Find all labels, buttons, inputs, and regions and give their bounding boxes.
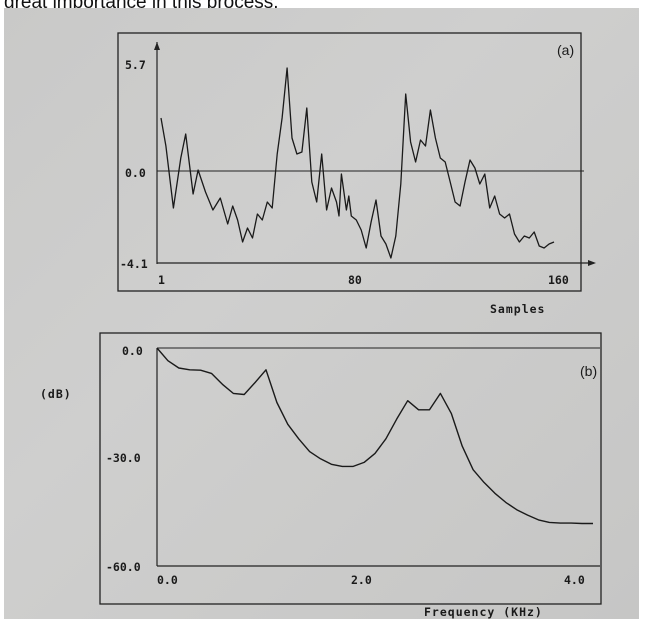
chart-b-ytick-mid: -30.0	[106, 451, 141, 465]
chart-a-y-arrow	[154, 42, 160, 50]
chart-a-xtick-mid: 80	[348, 273, 362, 287]
chart-b-series-line	[156, 347, 593, 525]
chart-b-ylabel: (dB)	[40, 387, 72, 401]
chart-a-ytick-top: 5.7	[125, 58, 146, 72]
chart-a-xlabel: Samples	[490, 302, 545, 316]
chart-a-ytick-bottom: -4.1	[120, 257, 148, 271]
chart-b-frame	[99, 332, 602, 605]
chart-a-frame	[117, 32, 582, 292]
chart-a-ytick-zero: 0.0	[125, 166, 146, 180]
chart-a-panel-label: (a)	[557, 42, 574, 58]
chart-b-xlabel: Frequency (KHz)	[424, 605, 543, 619]
chart-b-ytick-top: 0.0	[122, 344, 143, 358]
chart-a-series-line	[160, 67, 555, 259]
chart-b-ytick-bottom: -60.0	[106, 560, 141, 574]
chart-a-xtick-start: 1	[158, 273, 165, 287]
chart-b-xtick-mid: 2.0	[351, 573, 372, 587]
chart-b-xtick-end: 4.0	[564, 573, 585, 587]
chart-a: 5.7 0.0 -4.1 1 80 160 Samples (a)	[117, 32, 596, 316]
chart-b: 0.0 -30.0 -60.0 0.0 2.0 4.0 (dB) Frequen…	[40, 332, 602, 619]
chart-b-xtick-start: 0.0	[157, 573, 178, 587]
chart-b-panel-label: (b)	[580, 363, 597, 379]
chart-a-x-arrow	[588, 260, 596, 266]
chart-a-xtick-end: 160	[548, 273, 569, 287]
